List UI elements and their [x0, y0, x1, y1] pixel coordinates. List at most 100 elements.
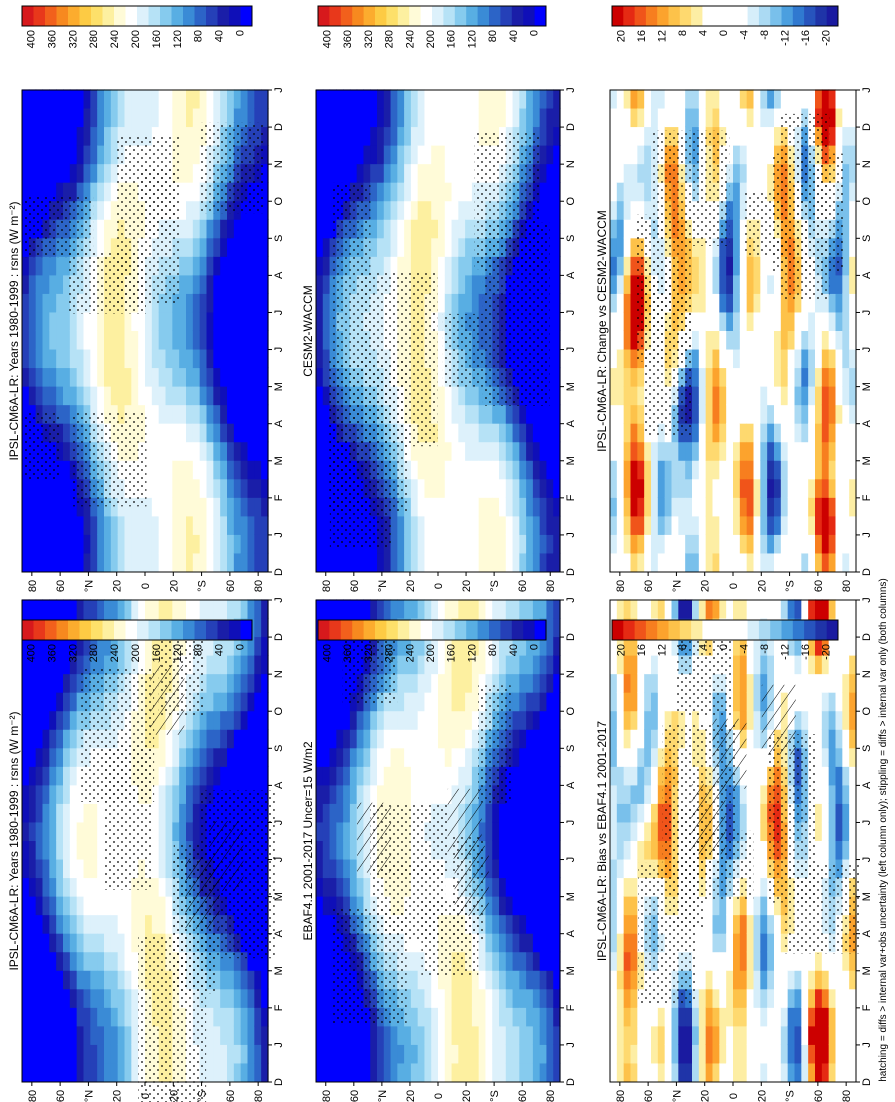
heat-cell	[444, 460, 453, 480]
heat-cell	[546, 534, 554, 554]
heat-cell	[842, 673, 850, 693]
heat-cell	[213, 970, 221, 990]
heat-cell	[478, 386, 487, 406]
heat-cell	[815, 729, 823, 749]
heat-cell	[69, 988, 78, 1008]
heat-cell	[451, 970, 459, 990]
heat-cell	[316, 404, 324, 424]
heat-cell	[240, 478, 249, 498]
colorbar-swatch	[747, 620, 760, 640]
heat-cell	[505, 497, 514, 517]
heat-cell	[186, 293, 194, 313]
heat-cell	[630, 1025, 638, 1045]
heat-cell	[349, 747, 358, 767]
heat-cell	[526, 747, 534, 767]
heat-cell	[42, 784, 50, 804]
heat-cell	[247, 692, 255, 712]
heat-cell	[539, 1044, 548, 1064]
heat-cell	[471, 107, 480, 128]
heat-cell	[512, 636, 520, 656]
heat-cell	[206, 367, 214, 387]
heat-cell	[186, 766, 194, 786]
heat-cell	[158, 126, 167, 146]
heat-cell	[69, 552, 78, 572]
heat-cell	[179, 441, 187, 461]
heat-cell	[356, 1062, 365, 1082]
heat-cell	[377, 126, 385, 146]
heat-cell	[192, 515, 201, 535]
heat-cell	[505, 877, 514, 897]
heat-cell	[787, 655, 796, 675]
heat-cell	[444, 293, 453, 313]
heat-cell	[199, 237, 208, 257]
heat-cell	[97, 655, 105, 675]
heat-cell	[532, 692, 541, 712]
heat-cell	[794, 692, 802, 712]
heat-cell	[444, 478, 453, 498]
heat-cell	[746, 1007, 755, 1027]
heat-cell	[651, 673, 659, 693]
heat-cell	[206, 478, 214, 498]
heat-cell	[22, 636, 30, 656]
heat-cell	[240, 107, 249, 128]
heat-cell	[63, 896, 71, 916]
heat-cell	[240, 330, 249, 350]
heat-cell	[623, 951, 632, 971]
heat-cell	[35, 107, 44, 128]
heat-cell	[322, 729, 331, 749]
heat-cell	[83, 970, 91, 990]
heat-cell	[438, 311, 446, 331]
heat-cell	[69, 840, 78, 860]
heat-cell	[739, 896, 748, 916]
heat-cell	[404, 515, 412, 535]
heat-cell	[322, 107, 331, 128]
heat-cell	[186, 330, 194, 350]
heat-cell	[512, 692, 520, 712]
heat-cell	[22, 729, 30, 749]
heat-cell	[220, 515, 228, 535]
heat-cell	[499, 1044, 507, 1064]
heat-cell	[76, 386, 85, 406]
heat-cell	[206, 552, 214, 572]
heat-cell	[512, 599, 520, 619]
colorbar-swatch	[758, 620, 771, 640]
heat-cell	[485, 933, 493, 953]
heat-cell	[69, 858, 78, 879]
heat-cell	[158, 821, 167, 841]
heat-cell	[63, 673, 71, 693]
heat-cell	[220, 692, 228, 712]
heat-cell	[712, 970, 720, 990]
heat-cell	[90, 970, 98, 990]
heat-cell	[363, 747, 371, 767]
heat-cell	[186, 348, 194, 369]
heat-cell	[767, 1025, 775, 1045]
heat-cell	[165, 729, 173, 749]
heat-cell	[316, 274, 324, 294]
heat-cell	[404, 145, 412, 165]
heat-cell	[83, 182, 91, 202]
heat-cell	[42, 163, 50, 183]
heat-cell	[254, 710, 262, 730]
heat-cell	[849, 784, 857, 804]
heat-cell	[247, 988, 255, 1008]
heat-cell	[192, 200, 201, 220]
heat-cell	[261, 729, 269, 749]
heat-cell	[616, 933, 625, 953]
heat-cell	[377, 747, 385, 767]
heat-cell	[254, 1025, 262, 1045]
heat-cell	[519, 1062, 527, 1082]
heat-cell	[104, 636, 112, 656]
colorbar-swatch	[679, 620, 692, 640]
heat-cell	[505, 821, 514, 841]
heat-cell	[97, 348, 105, 369]
heat-cell	[83, 386, 91, 406]
heat-cell	[69, 386, 78, 406]
heat-cell	[316, 441, 324, 461]
heat-cell	[104, 107, 112, 128]
heat-cell	[104, 655, 112, 675]
heat-cell	[83, 497, 91, 517]
heat-cell	[322, 200, 331, 220]
heat-cell	[519, 497, 527, 517]
heat-cell	[610, 1007, 618, 1027]
heat-cell	[438, 219, 446, 239]
